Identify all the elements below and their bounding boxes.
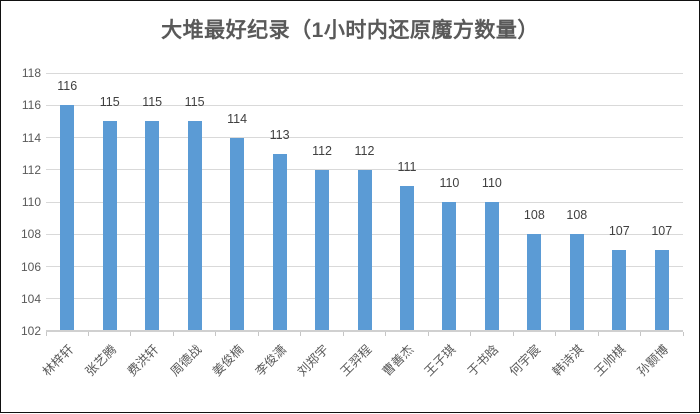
bar bbox=[442, 202, 457, 331]
bar-value-label: 112 bbox=[354, 143, 375, 158]
bar-value-label: 110 bbox=[439, 176, 460, 190]
gridline bbox=[46, 72, 683, 74]
gridline bbox=[46, 137, 683, 138]
bar-value-label: 114 bbox=[227, 111, 248, 126]
gridline bbox=[46, 104, 683, 106]
y-axis-tick-label: 116 bbox=[21, 98, 41, 113]
x-axis-tick bbox=[597, 332, 599, 336]
x-axis-line bbox=[46, 330, 683, 332]
x-axis-tick bbox=[682, 332, 684, 336]
x-axis-tick bbox=[257, 332, 259, 336]
bar-value-label: 113 bbox=[269, 127, 290, 142]
bar bbox=[569, 234, 584, 331]
x-axis-tick bbox=[427, 332, 429, 336]
y-axis-tick-label: 110 bbox=[21, 195, 41, 209]
bar-value-label: 115 bbox=[184, 95, 205, 110]
x-axis-tick bbox=[130, 332, 132, 336]
bar bbox=[187, 121, 202, 331]
bar-value-label: 111 bbox=[397, 159, 417, 174]
bar-value-label: 108 bbox=[523, 208, 545, 223]
bar bbox=[315, 169, 330, 331]
x-axis-tick bbox=[555, 332, 557, 336]
bar bbox=[527, 234, 542, 331]
bar-value-label: 116 bbox=[57, 79, 78, 94]
y-axis-tick-label: 106 bbox=[20, 259, 41, 274]
bar bbox=[102, 121, 117, 331]
bar bbox=[145, 121, 160, 331]
bar-value-label: 107 bbox=[651, 224, 673, 239]
x-axis-tick bbox=[87, 332, 89, 336]
x-axis-tick bbox=[385, 332, 387, 336]
bar-value-label: 108 bbox=[566, 208, 588, 223]
y-axis-tick-label: 114 bbox=[21, 130, 41, 145]
x-axis-tick bbox=[45, 332, 47, 336]
bar-value-label: 115 bbox=[142, 95, 163, 110]
x-axis-tick bbox=[172, 332, 174, 336]
x-axis-tick bbox=[640, 332, 642, 336]
bar-value-label: 115 bbox=[99, 95, 120, 110]
x-axis-tick bbox=[342, 332, 344, 336]
y-axis-tick-label: 102 bbox=[20, 324, 41, 338]
bar bbox=[484, 202, 499, 331]
bar-value-label: 112 bbox=[312, 143, 332, 158]
x-axis-tick bbox=[215, 332, 217, 336]
bar bbox=[272, 153, 287, 331]
x-axis-tick bbox=[512, 332, 514, 336]
bar bbox=[230, 137, 245, 331]
y-axis-tick-label: 104 bbox=[20, 291, 41, 306]
x-axis-tick bbox=[300, 332, 302, 336]
y-axis-tick-label: 112 bbox=[21, 162, 41, 177]
x-axis-tick bbox=[470, 332, 472, 336]
chart-title: 大堆最好纪录（1小时内还原魔方数量） bbox=[161, 19, 539, 42]
bar bbox=[612, 250, 627, 331]
y-axis-tick-label: 108 bbox=[20, 227, 41, 242]
bar-value-label: 110 bbox=[481, 176, 502, 190]
bar bbox=[357, 169, 372, 331]
y-axis-tick-label: 118 bbox=[21, 66, 41, 80]
bar bbox=[654, 250, 669, 331]
bar-value-label: 107 bbox=[608, 224, 630, 239]
bar bbox=[399, 185, 414, 331]
bar bbox=[60, 105, 75, 331]
